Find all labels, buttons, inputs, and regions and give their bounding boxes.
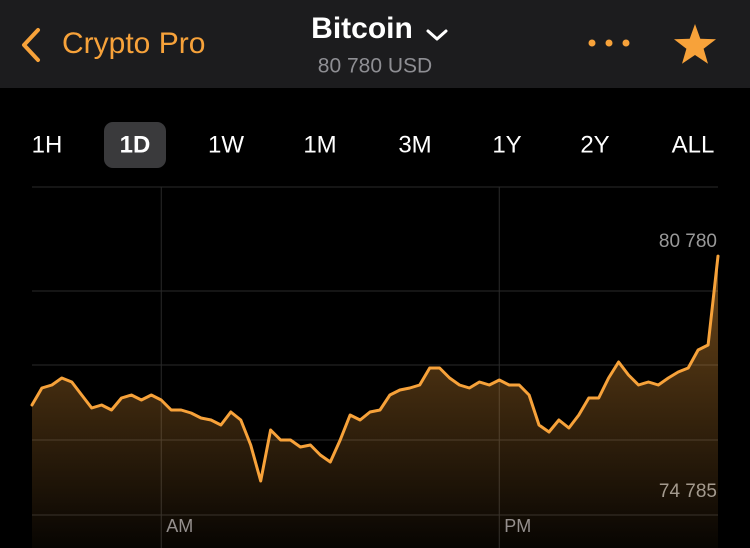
title-chevron[interactable] — [426, 29, 448, 41]
price: 80 780 USD — [318, 55, 432, 78]
range-button[interactable]: 1W — [208, 131, 244, 158]
price-line — [30, 254, 720, 483]
range-button[interactable]: 2Y — [580, 131, 609, 158]
selected-range-bg — [104, 122, 166, 168]
y-tick-label: 80 780 — [659, 231, 717, 252]
back-button[interactable]: Crypto Pro — [22, 27, 205, 62]
title[interactable]: Bitcoin — [311, 12, 413, 45]
range-button[interactable]: 1H — [32, 131, 63, 158]
area-fill — [32, 256, 718, 548]
favorite-star[interactable] — [674, 24, 716, 64]
range-button[interactable]: 3M — [398, 131, 431, 158]
range-button[interactable]: ALL — [672, 131, 715, 158]
dot[interactable] — [588, 39, 596, 47]
range-button[interactable]: 1M — [303, 131, 336, 158]
back-label[interactable]: Crypto Pro — [62, 27, 205, 60]
range-button[interactable]: 1Y — [492, 131, 521, 158]
dot[interactable] — [622, 39, 630, 47]
dot[interactable] — [605, 39, 613, 47]
back-chevron[interactable] — [22, 28, 40, 62]
range-button[interactable]: 1D — [120, 131, 151, 158]
more-button[interactable] — [588, 39, 630, 47]
